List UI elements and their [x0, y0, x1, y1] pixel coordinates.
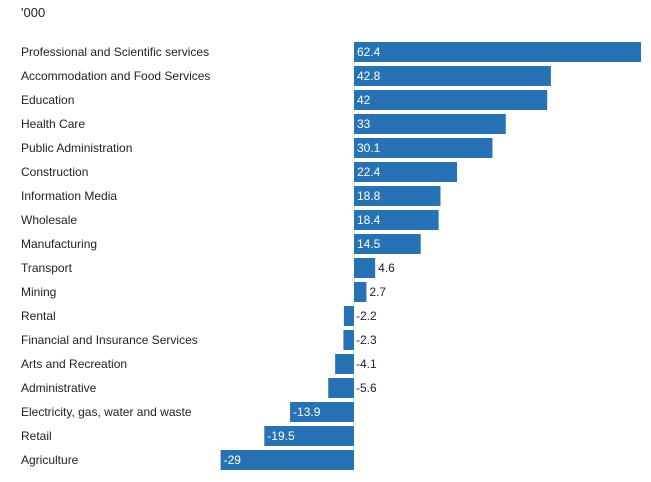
bar-mining [354, 282, 367, 302]
category-label-construction: Construction [21, 165, 88, 179]
bar-transport [354, 258, 376, 278]
unit-label: '000 [21, 5, 46, 20]
bar-retail [264, 426, 354, 446]
category-label-health-care: Health Care [21, 117, 85, 131]
bar-information-media [354, 186, 441, 206]
value-label-transport: 4.6 [378, 261, 395, 275]
bar-construction [354, 162, 458, 182]
category-label-arts-and-recreation: Arts and Recreation [21, 357, 127, 371]
bar-administrative [328, 378, 354, 398]
category-label-accommodation-and-food-services: Accommodation and Food Services [21, 69, 210, 83]
category-label-financial-and-insurance-services: Financial and Insurance Services [21, 333, 198, 347]
bar-professional-and-scientific-services [354, 42, 642, 62]
category-label-administrative: Administrative [21, 381, 97, 395]
value-label-accommodation-and-food-services: 42.8 [357, 69, 381, 83]
value-label-wholesale: 18.4 [357, 213, 381, 227]
value-label-professional-and-scientific-services: 62.4 [357, 45, 381, 59]
bar-electricity-gas-water-and-waste [290, 402, 354, 422]
value-label-arts-and-recreation: -4.1 [356, 357, 377, 371]
value-label-public-administration: 30.1 [357, 141, 381, 155]
value-label-administrative: -5.6 [356, 381, 377, 395]
value-label-education: 42 [357, 93, 371, 107]
category-label-electricity-gas-water-and-waste: Electricity, gas, water and waste [21, 405, 192, 419]
bar-arts-and-recreation [335, 354, 354, 374]
category-label-transport: Transport [21, 261, 73, 275]
category-label-rental: Rental [21, 309, 56, 323]
category-label-professional-and-scientific-services: Professional and Scientific services [21, 45, 209, 59]
value-label-rental: -2.2 [356, 309, 377, 323]
value-label-information-media: 18.8 [357, 189, 381, 203]
bar-manufacturing [354, 234, 421, 254]
category-label-manufacturing: Manufacturing [21, 237, 97, 251]
value-label-agriculture: -29 [224, 453, 242, 467]
category-label-education: Education [21, 93, 74, 107]
bar-education [354, 90, 548, 110]
value-label-health-care: 33 [357, 117, 371, 131]
category-label-agriculture: Agriculture [21, 453, 79, 467]
bar-health-care [354, 114, 506, 134]
bar-agriculture [220, 450, 354, 470]
value-label-retail: -19.5 [267, 429, 295, 443]
value-label-mining: 2.7 [369, 285, 386, 299]
bar-rental [343, 306, 354, 326]
bar-financial-and-insurance-services [343, 330, 354, 350]
value-label-manufacturing: 14.5 [357, 237, 381, 251]
value-label-financial-and-insurance-services: -2.3 [356, 333, 377, 347]
category-label-mining: Mining [21, 285, 56, 299]
bar-public-administration [354, 138, 493, 158]
category-label-information-media: Information Media [21, 189, 117, 203]
category-label-retail: Retail [21, 429, 52, 443]
value-label-electricity-gas-water-and-waste: -13.9 [293, 405, 321, 419]
bar-wholesale [354, 210, 439, 230]
bar-accommodation-and-food-services [354, 66, 551, 86]
value-label-construction: 22.4 [357, 165, 381, 179]
category-label-public-administration: Public Administration [21, 141, 132, 155]
category-label-wholesale: Wholesale [21, 213, 77, 227]
